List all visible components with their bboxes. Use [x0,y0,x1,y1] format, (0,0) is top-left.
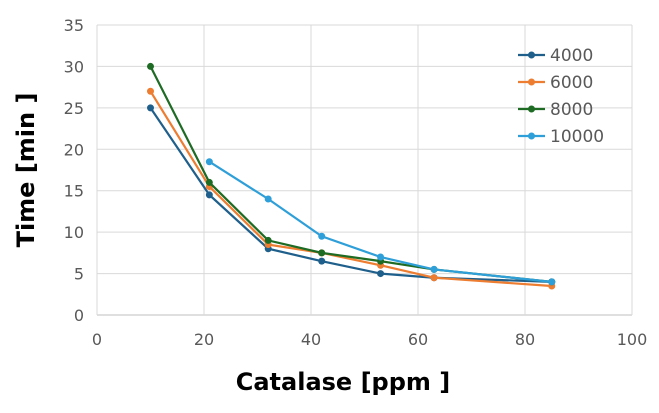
y-tick-label: 0 [74,306,84,325]
data-point-10000 [430,265,438,273]
y-tick-label: 20 [64,140,84,159]
x-axis-label: Catalase [ppm ] [236,368,450,396]
data-point-6000 [147,87,154,95]
legend-marker-4000 [528,51,535,59]
x-tick-label: 40 [301,330,321,349]
y-tick-label: 10 [64,223,84,242]
data-point-10000 [377,253,385,261]
data-point-4000 [318,257,326,265]
y-axis-label: Time [min ] [12,93,40,248]
data-point-4000 [205,191,213,199]
x-tick-label: 80 [515,330,535,349]
data-point-8000 [205,178,213,186]
data-point-4000 [377,270,385,278]
legend-label-6000: 6000 [550,73,593,93]
legend-label-8000: 8000 [550,100,593,120]
y-tick-label: 30 [64,57,84,76]
y-tick-label: 5 [74,265,84,284]
legend-marker-10000 [528,132,535,140]
legend-marker-8000 [528,105,535,113]
legend-label-4000: 4000 [550,46,593,66]
x-tick-label: 60 [408,330,428,349]
data-point-8000 [318,249,326,257]
series-line-10000 [208,160,552,283]
series-line-8000 [149,65,552,283]
data-point-10000 [318,232,326,240]
data-point-10000 [548,278,556,286]
y-tick-label: 35 [64,16,84,35]
legend-marker-6000 [528,78,535,86]
legend-label-10000: 10000 [550,127,604,147]
data-point-6000 [430,274,438,282]
data-point-10000 [205,158,213,166]
data-point-8000 [147,62,154,70]
x-tick-label: 100 [617,330,648,349]
data-point-4000 [147,104,154,112]
x-tick-label: 0 [92,330,102,349]
data-point-10000 [264,195,272,203]
x-tick-label: 20 [194,330,214,349]
data-point-8000 [264,236,272,244]
y-tick-label: 25 [64,99,84,118]
y-tick-label: 15 [64,182,84,201]
